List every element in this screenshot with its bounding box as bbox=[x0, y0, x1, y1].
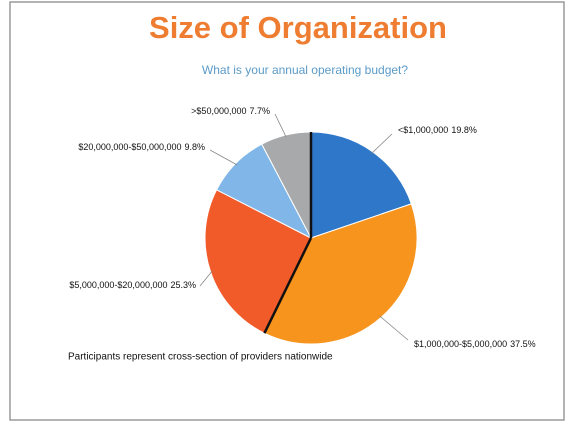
pie bbox=[204, 131, 418, 345]
leader-line bbox=[274, 113, 287, 138]
value-label: 37.5% bbox=[510, 339, 536, 349]
leader-line bbox=[209, 149, 238, 166]
slice-label: <$1,000,000 19.8% bbox=[398, 125, 477, 135]
chart-title: Size of Organization bbox=[149, 10, 447, 45]
value-label: 19.8% bbox=[451, 125, 477, 135]
category-label: >$50,000,000 bbox=[191, 106, 246, 116]
slice-label: $5,000,000-$20,000,000 25.3% bbox=[69, 280, 196, 290]
slice-label: >$50,000,000 7.7% bbox=[191, 106, 270, 116]
slice-label: $1,000,000-$5,000,000 37.5% bbox=[414, 339, 536, 349]
leader-line bbox=[199, 270, 213, 287]
separator bbox=[263, 237, 313, 334]
value-label: 25.3% bbox=[170, 280, 196, 290]
category-label: $20,000,000-$50,000,000 bbox=[78, 142, 181, 152]
value-label: 7.7% bbox=[249, 106, 270, 116]
leader-line bbox=[371, 133, 393, 154]
labels: <$1,000,000 19.8% $1,000,000-$5,000,000 37.… bbox=[69, 106, 535, 349]
category-label: <$1,000,000 bbox=[398, 125, 448, 135]
value-label: 9.8% bbox=[184, 142, 205, 152]
category-label: $5,000,000-$20,000,000 bbox=[69, 280, 167, 290]
leader-line bbox=[379, 315, 409, 341]
chart-subtitle: What is your annual operating budget? bbox=[202, 63, 408, 77]
slice-label: $20,000,000-$50,000,000 9.8% bbox=[78, 142, 205, 152]
category-label: $1,000,000-$5,000,000 bbox=[414, 339, 507, 349]
annotation: Participants represent cross-section of … bbox=[68, 352, 333, 363]
pie-slice bbox=[204, 189, 312, 334]
